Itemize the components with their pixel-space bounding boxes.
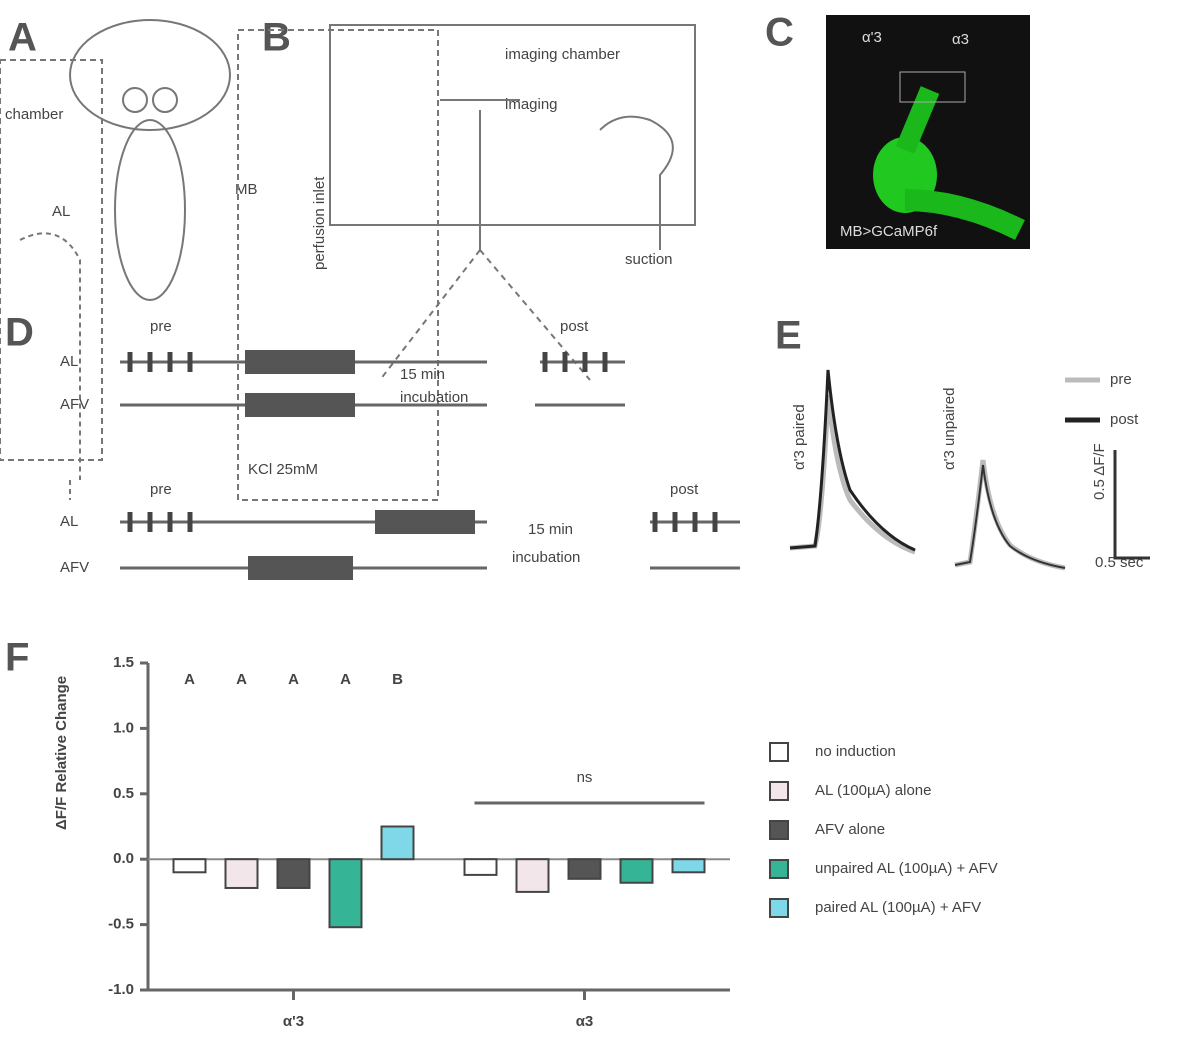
legend-label: pre (1110, 371, 1132, 388)
phase-label: post (560, 318, 589, 335)
roi (899, 71, 966, 103)
apparatus (440, 99, 674, 250)
image-c (826, 15, 1030, 249)
legend-label: AFV alone (815, 821, 885, 838)
image-label: α3 (952, 31, 969, 48)
bar (463, 858, 498, 876)
legend-label: no induction (815, 743, 896, 760)
interval-label: 15 min (400, 366, 445, 383)
y-tick-label: -1.0 (108, 981, 134, 998)
scale-label: 0.5 ΔF/F (1091, 443, 1108, 500)
panel-label: A (8, 16, 37, 60)
electrode (19, 232, 81, 500)
panel-label: E (775, 314, 802, 358)
bar (619, 858, 654, 884)
body-outline (114, 119, 186, 301)
chamber-outline (0, 59, 103, 461)
legend-swatch (769, 781, 789, 801)
diagram-label: AL (52, 203, 70, 220)
diagram-label: chamber (5, 106, 63, 123)
brain-outline (69, 19, 231, 131)
traces-e (789, 369, 1150, 571)
interval-label: 15 min (528, 521, 573, 538)
lobe (152, 87, 178, 113)
bar (224, 858, 259, 889)
legend-swatch (769, 820, 789, 840)
bar (671, 858, 706, 874)
scale-label: 0.5 sec (1095, 554, 1144, 571)
diagram-label: KCl 25mM (248, 461, 318, 478)
protocol-d (120, 350, 740, 580)
legend-label: paired AL (100µA) + AFV (815, 899, 981, 916)
lobe (122, 87, 148, 113)
row-label: AL (60, 353, 78, 370)
zoom-line (379, 249, 591, 381)
significance-letter: A (184, 671, 195, 688)
row-label: AFV (60, 396, 89, 413)
bar (276, 858, 311, 889)
legend-swatch (769, 898, 789, 918)
phase-label: post (670, 481, 699, 498)
bar (328, 858, 363, 929)
y-axis-label: ΔF/F Relative Change (53, 676, 70, 830)
trace-label: α'3 paired (791, 404, 808, 470)
legend-label: post (1110, 411, 1139, 428)
image-label: α'3 (862, 29, 882, 46)
row-label: AFV (60, 559, 89, 576)
interval-label: incubation (400, 389, 468, 406)
panel-label: B (262, 16, 291, 60)
y-tick-label: 1.0 (113, 719, 134, 736)
bar (567, 858, 602, 880)
significance-letter: B (392, 671, 403, 688)
legend-swatch (769, 742, 789, 762)
significance-letter: A (288, 671, 299, 688)
interval-label: incubation (512, 549, 580, 566)
significance-letter: A (340, 671, 351, 688)
diagram-label: imaging (505, 96, 558, 113)
inset-box (237, 29, 439, 501)
fluorescence (895, 86, 940, 154)
diagram-label: perfusion inlet (311, 176, 328, 270)
diagram-a (0, 19, 231, 500)
diagram-label: imaging chamber (505, 46, 620, 63)
chamber-box (329, 24, 696, 226)
row-label: AL (60, 513, 78, 530)
bar (172, 858, 207, 874)
diagram-label: suction (625, 251, 673, 268)
legend-label: unpaired AL (100µA) + AFV (815, 860, 998, 877)
y-tick-label: -0.5 (108, 916, 134, 933)
diagram-label: MB (235, 181, 258, 198)
significance-letter: A (236, 671, 247, 688)
y-tick-label: 0.5 (113, 785, 134, 802)
x-tick-label: α'3 (283, 1013, 304, 1030)
trace-label: α'3 unpaired (941, 388, 958, 470)
fluorescence (904, 189, 1025, 240)
legend-label: AL (100µA) alone (815, 782, 932, 799)
panel-label: C (765, 11, 794, 55)
phase-label: pre (150, 318, 172, 335)
legend-swatch (769, 859, 789, 879)
image-label: MB>GCaMP6f (840, 223, 938, 240)
x-tick-label: α3 (576, 1013, 594, 1030)
y-tick-label: 0.0 (113, 850, 134, 867)
y-tick-label: 1.5 (113, 654, 134, 671)
bar (515, 858, 550, 893)
bar (380, 825, 415, 861)
phase-label: pre (150, 481, 172, 498)
panel-label: F (5, 636, 29, 680)
ns-label: ns (577, 769, 593, 786)
chart: -1.0 -0.5 0.0 0.5 1.0 1.5 α'3 A A A A Bα3 ns no induc… (108, 654, 998, 1030)
diagram-b (237, 24, 696, 501)
panel-label: D (5, 311, 34, 355)
